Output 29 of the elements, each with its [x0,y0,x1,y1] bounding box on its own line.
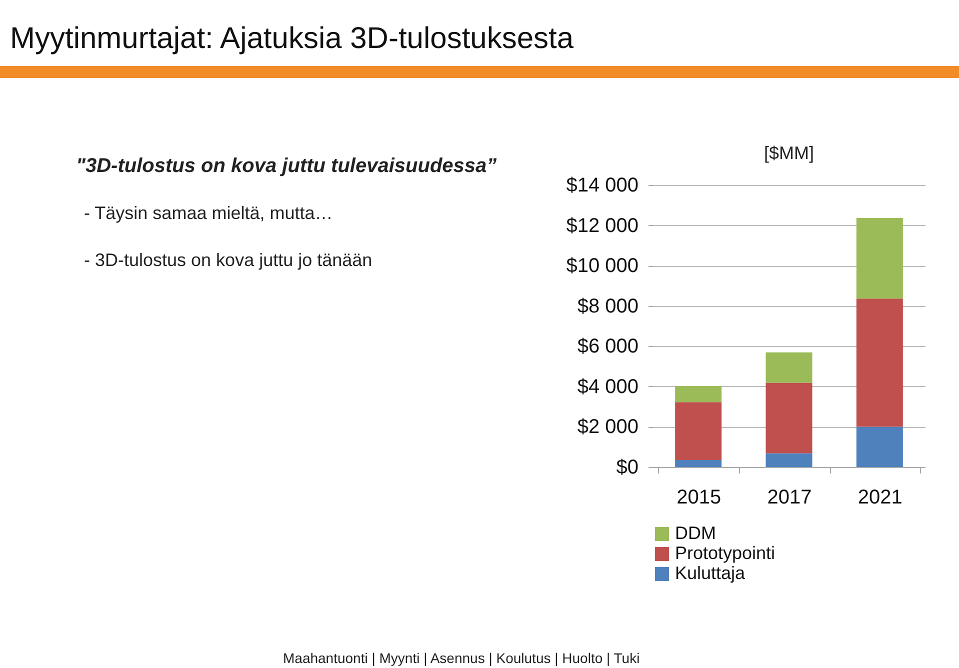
legend-label: Kuluttaja [675,563,746,583]
x-tick-label: 2015 [676,486,722,508]
bar [856,218,903,299]
y-tick-label: $0 [616,456,638,478]
bar [675,460,722,467]
y-tick-label: $6 000 [577,336,638,358]
y-tick-label: $12 000 [566,214,638,237]
y-tick-label: $14 000 [566,174,638,196]
text: - 3D-tulostus on kova juttu jo tänään [84,250,372,271]
y-tick-label: $10 000 [566,255,638,278]
legend-label: DDM [675,523,716,543]
y-tick-label: $4 000 [577,376,638,398]
bar [766,352,812,383]
y-tick-label: $8 000 [577,295,638,318]
y-tick-label: $2 000 [577,416,638,438]
bar [766,382,812,454]
bar [675,386,722,402]
text: - Täysin samaa mieltä, mutta… [84,203,333,224]
x-tick-label: 2017 [767,486,812,508]
bar [675,402,722,460]
bar [766,453,812,467]
text: "3D-tulostus on kova juttu tulevaisuudessa” [76,155,497,178]
text: Myytinmurtajat: Ajatuksia 3D-tulostuksesta [10,22,574,56]
text: Maahantuonti | Myynti | Asennus | Koulutus | Huolto | Tuki [283,650,640,666]
bar [856,298,903,427]
legend-label: Prototypointi [675,543,776,563]
bar [856,426,903,467]
chart-subtitle: [$MM] [764,143,814,163]
x-tick-label: 2021 [858,486,902,508]
